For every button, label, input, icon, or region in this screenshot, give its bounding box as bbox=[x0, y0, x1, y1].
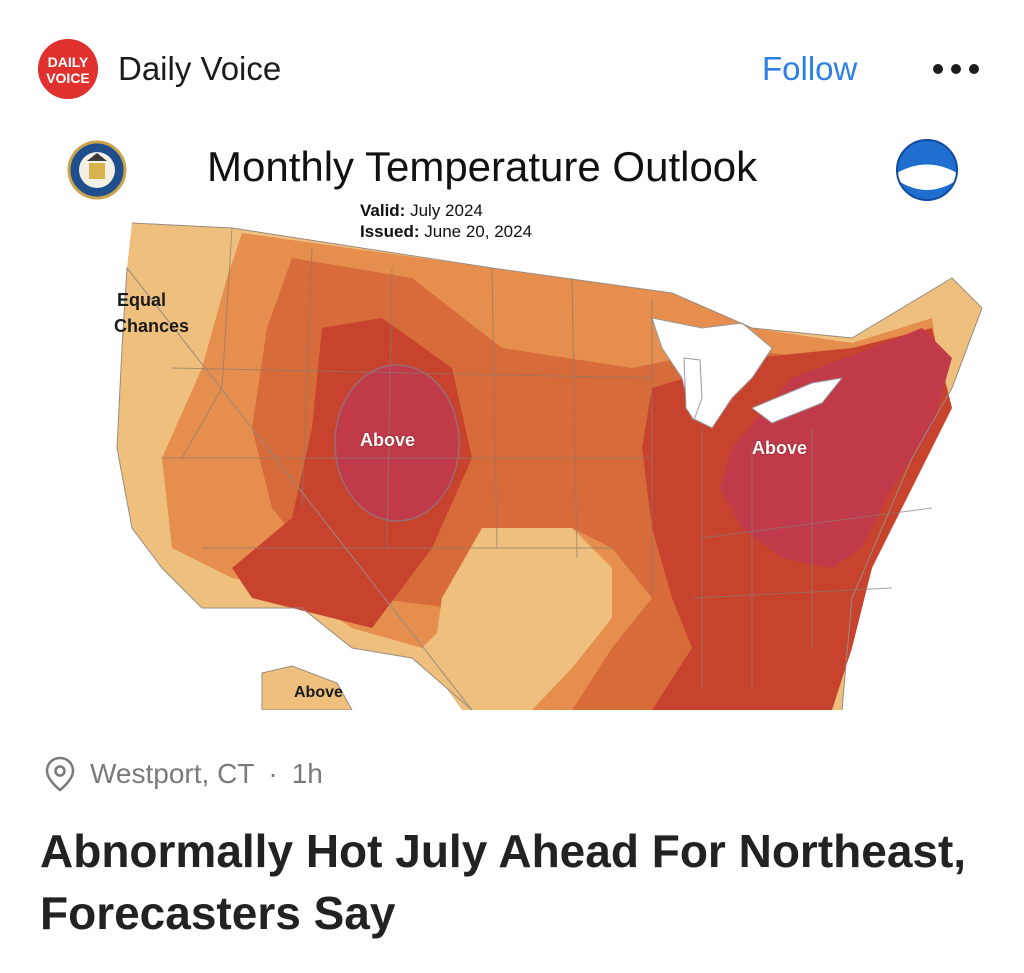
publisher-name[interactable]: Daily Voice bbox=[118, 50, 282, 87]
map-lake-erie bbox=[751, 377, 844, 424]
daily-voice-logo-icon: DAILY VOICE bbox=[38, 39, 98, 99]
logo-text-bottom: VOICE bbox=[46, 70, 90, 86]
map-great-lakes bbox=[651, 317, 773, 429]
commerce-seal-icon bbox=[67, 140, 127, 200]
ellipsis-icon bbox=[933, 64, 979, 74]
label-equal-chances-2: Chances bbox=[114, 316, 190, 336]
label-above-west: Above bbox=[360, 430, 416, 450]
label-above-east: Above bbox=[752, 438, 808, 458]
us-temperature-map-graphic bbox=[67, 139, 983, 710]
map-above-west-zone bbox=[334, 364, 460, 522]
post-header: DAILY VOICE Daily Voice Follow bbox=[0, 0, 1024, 136]
issued-label: Issued: bbox=[360, 222, 420, 241]
map-texas-light-zone bbox=[432, 528, 612, 710]
noaa-logo-icon bbox=[896, 139, 958, 201]
temperature-outlook-map[interactable]: Monthly Temperature Outlook Valid: July … bbox=[52, 128, 992, 710]
post-time: 1h bbox=[291, 758, 323, 789]
issued-value: June 20, 2024 bbox=[424, 222, 533, 241]
state-borders bbox=[162, 227, 933, 688]
more-options-button[interactable] bbox=[928, 52, 984, 86]
publisher-logo[interactable]: DAILY VOICE bbox=[38, 39, 98, 99]
valid-value: July 2024 bbox=[410, 201, 483, 220]
post-headline[interactable]: Abnormally Hot July Ahead For Northeast,… bbox=[40, 825, 967, 939]
label-above-alaska: Above bbox=[294, 684, 343, 701]
map-above-east-zone bbox=[720, 328, 952, 568]
location-pin-icon bbox=[44, 756, 76, 792]
map-dates: Valid: July 2024 Issued: June 20, 2024 bbox=[360, 200, 532, 242]
meta-separator: · bbox=[268, 758, 278, 789]
valid-label: Valid: bbox=[360, 201, 406, 220]
post-location[interactable]: Westport, CT bbox=[90, 758, 255, 789]
map-title: Monthly Temperature Outlook bbox=[207, 143, 758, 190]
map-lake-michigan bbox=[683, 357, 703, 422]
map-outline bbox=[116, 222, 983, 710]
post-meta: Westport, CT · 1h bbox=[44, 754, 323, 794]
label-equal-chances-1: Equal bbox=[117, 290, 167, 310]
follow-button[interactable]: Follow bbox=[762, 50, 858, 87]
map-alaska-fragment bbox=[261, 665, 353, 710]
logo-text-top: DAILY bbox=[48, 54, 89, 70]
